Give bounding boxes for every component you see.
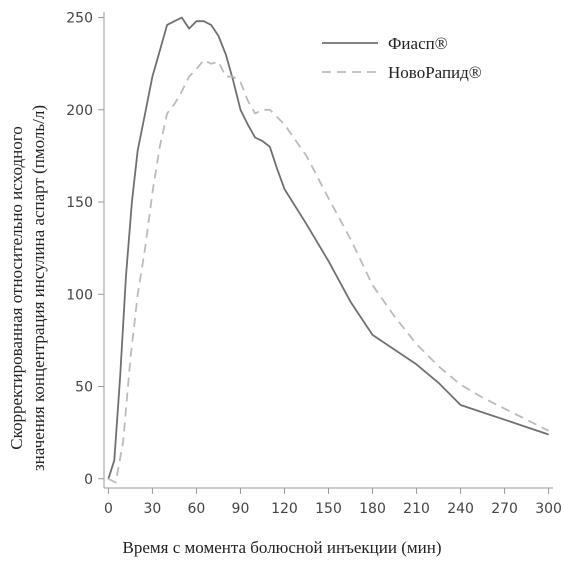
x-axis-title: Время с момента болюсной инъекции (мин) [123, 538, 442, 557]
legend-label-novorapid: НовоРапид® [388, 63, 482, 82]
y-tick-label: 0 [84, 472, 93, 488]
x-tick-label: 180 [359, 501, 386, 517]
x-tick-label: 90 [232, 501, 250, 517]
y-tick-label: 250 [66, 11, 93, 27]
y-tick-label: 150 [66, 195, 93, 211]
x-tick-label: 120 [271, 501, 298, 517]
y-tick-label: 100 [66, 287, 93, 303]
legend-label-fiasp: Фиасп® [388, 34, 448, 53]
y-axis-ticks: 0 50 100 150 200 250 [66, 11, 104, 488]
x-tick-label: 300 [535, 501, 562, 517]
y-axis-title-line-2: значения концентрация инсулина аспарт (п… [29, 105, 48, 471]
series-line-fiasp [107, 16, 549, 480]
x-tick-label: 240 [447, 501, 474, 517]
y-tick-label: 200 [66, 103, 93, 119]
series-lines [107, 16, 550, 484]
x-tick-label: 30 [144, 501, 162, 517]
x-axis-ticks: 0 30 60 90 120 150 180 210 240 270 300 [104, 488, 562, 517]
y-tick-label: 50 [75, 380, 93, 396]
y-axis-title-line-1: Скорректированная относительно исходного [7, 126, 26, 450]
y-axis-title: Скорректированная относительно исходного… [7, 105, 48, 471]
legend: Фиасп® НовоРапид® [322, 34, 482, 82]
x-tick-label: 150 [315, 501, 342, 517]
x-tick-label: 60 [188, 501, 206, 517]
series-line-novorapid [107, 59, 550, 484]
x-tick-label: 210 [403, 501, 430, 517]
plot-area: 0 30 60 90 120 150 180 210 240 270 300 0 50 100 150 20… [66, 11, 562, 517]
x-tick-label: 270 [491, 501, 518, 517]
x-tick-label: 0 [104, 501, 113, 517]
